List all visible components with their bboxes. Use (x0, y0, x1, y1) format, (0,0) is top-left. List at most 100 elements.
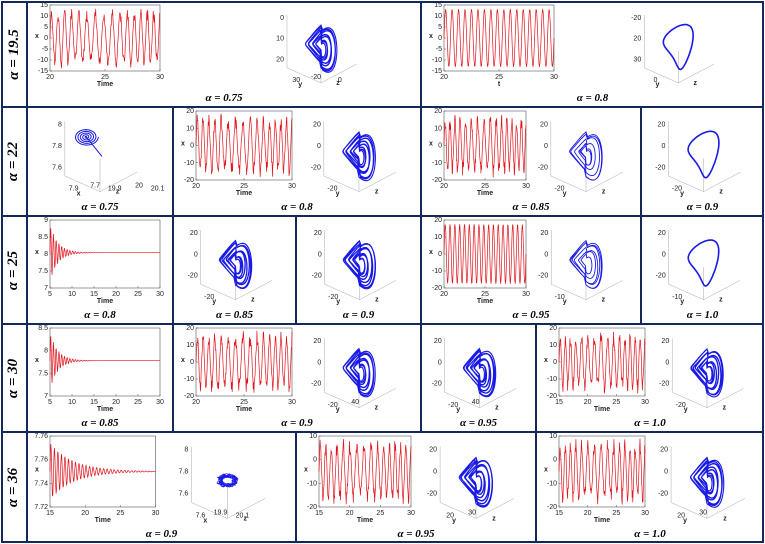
y-tick-label: 10 (434, 13, 442, 20)
tick-label: 7.9 (69, 186, 79, 193)
axis-label: z (116, 189, 120, 196)
axis-box (286, 14, 358, 84)
trajectory (462, 347, 497, 398)
trajectory (689, 456, 725, 508)
trajectory (687, 130, 720, 179)
timeseries-line (318, 438, 412, 505)
tick-label: 8 (184, 447, 188, 454)
subfigure-caption: α = 1.0 (634, 417, 666, 429)
y-axis-label: x (35, 249, 39, 256)
trajectory (216, 473, 239, 488)
tick-label: 30 (468, 509, 476, 516)
tick-label: -20 (448, 402, 458, 409)
row-label: α = 30 (2, 325, 28, 431)
y-tick-label: 10 (434, 125, 442, 132)
x-tick-label: 15 (90, 291, 98, 298)
tick-label: -20 (311, 381, 321, 388)
tick-label: 30 (292, 77, 300, 84)
y-tick-label: 8.5 (38, 325, 48, 332)
tick-label: 0 (280, 15, 284, 22)
x-tick-label: 25 (134, 399, 142, 406)
tick-label: -20 (656, 273, 666, 280)
axis-box (323, 121, 397, 192)
tick-label: 19.9 (214, 509, 228, 516)
tick-label: 7.7 (90, 183, 100, 190)
y-tick-label: 10 (549, 342, 557, 349)
row-label-text: α = 19.5 (5, 28, 22, 80)
tick-label: 0 (654, 77, 658, 84)
tick-label: 0 (338, 77, 342, 84)
axis-box (323, 338, 396, 408)
subfigure-cell: y z 20 0 -20 -10 α = 1.0 (640, 217, 763, 323)
y-tick-label: 0 (553, 359, 557, 366)
row-alpha: α = 36 7.76 7.76 7.74 7.72 15 20 25 30 Time x x z 8 7.… (0, 433, 765, 542)
x-tick-label: 30 (288, 399, 296, 406)
x-tick-label: 25 (116, 510, 124, 517)
subfigure-plot: x z 8 7.8 7.6 7.9 7.7 19.9 20 20.1 (52, 121, 164, 197)
axis-label: z (336, 80, 340, 87)
phase-portrait-panel: y z 20 0 -20 -20 40 (432, 338, 517, 414)
subfigure-caption: α = 0.75 (205, 92, 243, 104)
y-tick-label: -20 (547, 504, 557, 511)
axis-label: z (492, 515, 496, 522)
axis-label: z (694, 80, 698, 87)
y-axis-label: x (429, 33, 433, 40)
x-tick-label: 10 (68, 291, 76, 298)
x-tick-label: 30 (156, 399, 164, 406)
y-tick-label: 0 (44, 35, 48, 42)
phase-portrait-panel: y z 20 0 -20 -20 40 (311, 338, 396, 414)
x-tick-label: 25 (481, 291, 489, 298)
phase-portrait-panel: y z 20 0 -20 -20 (655, 121, 741, 198)
tick-label: 19.9 (108, 186, 122, 193)
y-tick-label: -10 (432, 57, 442, 64)
x-tick-label: 30 (156, 74, 164, 81)
tick-label: 20 (313, 121, 321, 128)
y-tick-label: 5 (438, 24, 442, 31)
trajectory (342, 131, 376, 182)
tick-label: 20 (658, 121, 666, 128)
tick-label: 20 (429, 447, 437, 454)
subfigure-plot: y z 20 0 -20 -20 (312, 230, 397, 306)
tick-label: -20 (427, 490, 437, 497)
tick-label: -20 (538, 164, 548, 171)
timeseries-line (195, 113, 293, 177)
tick-label: 0 (318, 251, 322, 258)
tick-label: -20 (327, 186, 337, 193)
subfigure-caption: α = 0.95 (459, 417, 498, 429)
phase-portrait-panel: y z 20 0 -20 -20 (659, 338, 744, 414)
y-tick-label: 10 (434, 234, 442, 241)
tick-label: 0 (194, 251, 198, 258)
axis-box (191, 446, 266, 519)
trajectory (690, 348, 724, 398)
axis-label: y (656, 82, 660, 89)
phase-portrait-panel: x z 8 7.8 7.6 7.9 7.7 19.9 20 20.1 (52, 121, 164, 197)
axis-label: z (495, 405, 499, 412)
y-tick-label: 7.76 (34, 433, 48, 440)
row-label: α = 19.5 (2, 2, 28, 106)
x-tick-label: 15 (46, 510, 54, 517)
phase-portrait-panel: y z 20 0 -20 20 30 (427, 447, 515, 524)
x-tick-label: 25 (612, 399, 620, 406)
x-tick-label: 20 (584, 399, 592, 406)
tick-label: 20 (190, 230, 198, 237)
y-tick-label: 10 (186, 342, 194, 349)
y-tick-label: -10 (432, 160, 442, 167)
row-label: α = 25 (2, 217, 28, 323)
subfigure-plot: y z 20 0 -20 -10 (656, 230, 741, 306)
x-tick-label: 30 (156, 291, 164, 298)
y-tick-label: 20 (434, 108, 442, 115)
tick-label: -20 (311, 164, 321, 171)
subfigure-caption: α = 0.8 (576, 92, 609, 104)
y-axis-label: x (35, 33, 39, 40)
subfigure-caption: α = 0.85 (512, 201, 550, 213)
y-tick-label: 15 (434, 2, 442, 9)
tick-label: 7.8 (52, 143, 62, 150)
